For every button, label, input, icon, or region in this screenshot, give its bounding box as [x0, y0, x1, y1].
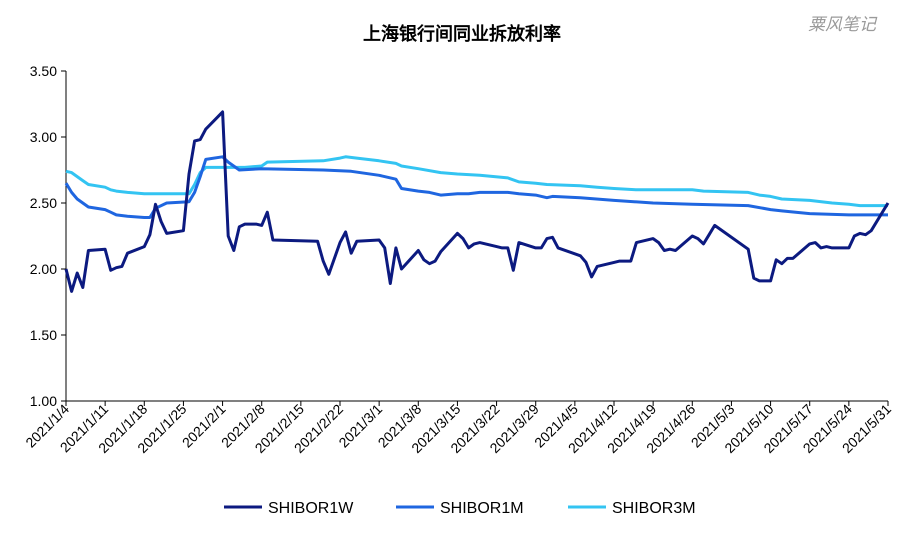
chart-title: 上海银行间同业拆放利率 [363, 23, 561, 45]
y-tick-label: 2.00 [30, 261, 57, 277]
y-tick-label: 1.00 [30, 393, 57, 409]
series-layer [64, 110, 890, 293]
legend-item-shibor1m: SHIBOR1M [396, 500, 524, 517]
legend-item-shibor3m: SHIBOR3M [568, 500, 696, 517]
y-tick-label: 3.50 [30, 63, 57, 79]
series-line-shibor1w [64, 110, 890, 293]
x-axis: 2021/1/42021/1/112021/1/182021/1/252021/… [22, 400, 894, 456]
y-axis: 1.00 1.50 2.00 2.50 3.00 3.50 [30, 63, 67, 409]
series-line-shibor1m [64, 155, 888, 219]
series-line-shibor3m [65, 155, 888, 208]
y-tick-label: 1.50 [30, 327, 57, 343]
legend-label: SHIBOR3M [612, 500, 696, 517]
legend-label: SHIBOR1W [268, 500, 354, 517]
watermark: 粟风笔记 [808, 15, 878, 35]
legend: SHIBOR1W SHIBOR1M SHIBOR3M [224, 500, 696, 517]
legend-item-shibor1w: SHIBOR1W [224, 500, 354, 517]
legend-label: SHIBOR1M [440, 500, 524, 517]
y-tick-label: 3.00 [30, 129, 57, 145]
y-tick-label: 2.50 [30, 195, 57, 211]
